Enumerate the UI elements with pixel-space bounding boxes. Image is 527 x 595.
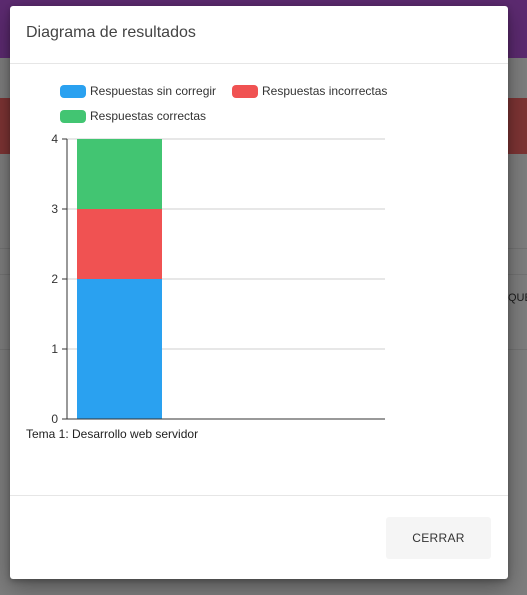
legend-label: Respuestas sin corregir bbox=[90, 84, 217, 98]
x-category-label: Tema 1: Desarrollo web servidor bbox=[26, 427, 199, 441]
legend-swatch-sin-corregir bbox=[60, 84, 86, 98]
legend-item-correctas[interactable]: Respuestas correctas bbox=[60, 109, 206, 123]
close-button[interactable]: CERRAR bbox=[386, 517, 491, 559]
legend-swatch-correctas bbox=[60, 109, 86, 123]
legend-item-incorrectas[interactable]: Respuestas incorrectas bbox=[232, 84, 387, 98]
legend-item-sin-corregir[interactable]: Respuestas sin corregir bbox=[60, 84, 216, 98]
y-tick-label: 0 bbox=[51, 412, 58, 426]
legend-label: Respuestas correctas bbox=[90, 109, 207, 123]
dialog-footer-divider bbox=[10, 495, 508, 496]
background-column-header-fragment: QUE bbox=[508, 292, 527, 304]
bar-segment-2 bbox=[77, 209, 162, 279]
y-tick-label: 3 bbox=[51, 202, 58, 216]
bar-segment-3 bbox=[77, 139, 162, 209]
legend-swatch-incorrectas bbox=[232, 84, 258, 98]
results-chart: 0 1 2 3 4 bbox=[51, 132, 385, 426]
legend-label: Respuestas incorrectas bbox=[262, 84, 388, 98]
results-dialog: Diagrama de resultados Respuestas sin co… bbox=[10, 6, 508, 579]
y-tick-label: 4 bbox=[51, 132, 58, 146]
bar-segment-1 bbox=[77, 279, 162, 419]
y-tick-label: 1 bbox=[51, 342, 58, 356]
y-tick-label: 2 bbox=[51, 272, 58, 286]
dialog-title: Diagrama de resultados bbox=[26, 24, 196, 41]
dialog-header-divider bbox=[10, 63, 508, 64]
